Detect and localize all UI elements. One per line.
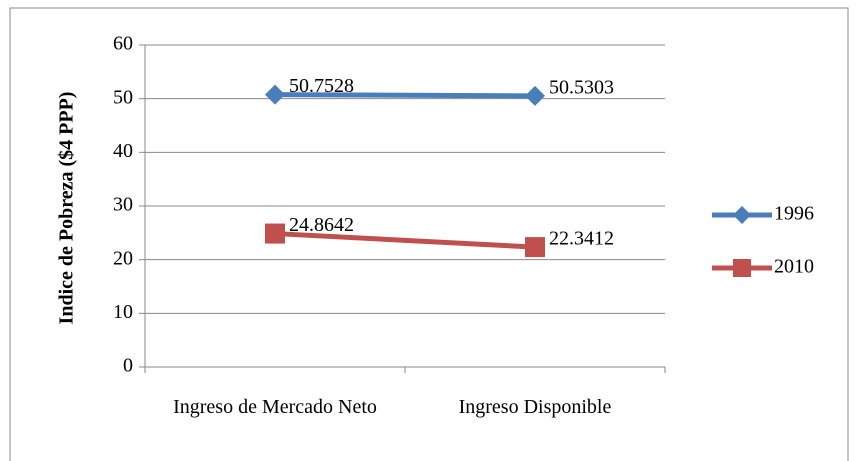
legend-label: 2010 <box>774 256 814 278</box>
x-tick-label: Ingreso Disponible <box>458 396 612 418</box>
series-line <box>274 92 536 99</box>
data-point <box>525 237 545 258</box>
legend-marker <box>733 259 751 277</box>
y-tick-label: 20 <box>113 247 133 269</box>
data-point <box>265 84 285 105</box>
legend-label: 1996 <box>774 203 814 225</box>
data-label: 50.5303 <box>549 76 614 98</box>
data-point <box>525 85 545 106</box>
data-label: 50.7528 <box>289 75 354 97</box>
y-tick-label: 60 <box>113 33 133 55</box>
chart-border <box>9 7 849 461</box>
x-tick-label: Ingreso de Mercado Neto <box>173 396 377 418</box>
series-line <box>274 231 536 250</box>
data-label: 24.8642 <box>289 214 354 236</box>
y-tick-label: 0 <box>123 355 133 377</box>
data-label: 22.3412 <box>549 228 614 250</box>
y-tick-label: 10 <box>113 301 133 323</box>
y-tick-label: 40 <box>113 140 133 162</box>
y-tick-label: 30 <box>113 194 133 216</box>
data-point <box>265 223 285 244</box>
legend-marker <box>733 206 751 224</box>
y-axis-label: Indice de Pobreza ($4 PPP) <box>56 92 78 325</box>
y-tick-label: 50 <box>113 86 133 108</box>
